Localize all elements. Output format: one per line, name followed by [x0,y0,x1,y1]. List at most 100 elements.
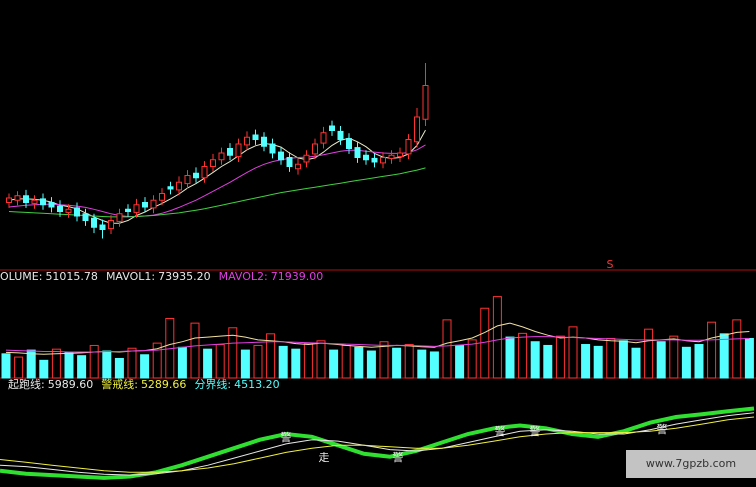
candle-body [405,139,412,155]
volume-bar [114,357,124,379]
volume-bar [530,341,540,379]
candle-body [397,152,403,158]
volume-bar [555,335,565,379]
legend-value: 4513.20 [234,378,280,391]
volume-bar [266,333,276,379]
volume-bar [618,340,628,379]
volume-bar [707,321,717,379]
candle-body [167,186,174,190]
candle-body [159,193,165,201]
candle-body [57,205,63,213]
volume-bar [14,356,24,379]
volume-bar [291,348,301,379]
candle-body [388,154,395,159]
candle-body [227,148,233,156]
legend-label: MAVOL1: [106,270,155,283]
candle-body [329,125,335,131]
volume-bar [203,348,213,379]
volume-bar [329,349,339,379]
candle-body [150,199,157,209]
volume-bar [26,349,36,379]
legend-label: OLUME: [0,270,42,283]
annotation: 警 [393,450,404,464]
volume-bar [64,351,74,379]
candle-body [286,157,293,167]
volume-bar [140,354,150,379]
volume-bar [177,346,187,379]
volume-bar [581,344,591,379]
candle-body [65,208,72,213]
legend-label: 分界线: [194,377,231,391]
volume-bar [455,344,465,379]
candle-body [354,147,361,159]
candle-body [337,130,344,140]
volume-bar [644,328,654,379]
annotation: 走 [319,451,330,464]
volume-bar [316,340,326,379]
candle-body [295,163,301,170]
candle-body [108,220,114,230]
legend-label: 起跑线: [8,377,45,391]
volume-bar [404,344,414,379]
volume-bar [492,296,502,379]
legend-value: 5289.66 [141,378,187,391]
volume-bar [593,345,603,379]
volume-bar [51,348,61,379]
annotation: 警 [657,422,668,436]
volume-bar [253,344,263,379]
volume-bar [127,347,137,379]
candle-body [193,172,199,179]
candle-body [252,134,259,140]
volume-bar [1,353,11,379]
volume-bar [505,336,515,379]
candle-body [125,208,131,212]
volume-bar [354,346,364,379]
series-line [0,406,755,480]
watermark-box [626,450,756,478]
candle-body [91,217,97,228]
volume-bar [467,339,477,379]
volume-bar [656,341,666,379]
volume-bar [77,355,87,379]
volume-bar [543,344,553,379]
legend-value: 71939.00 [271,270,324,283]
candle-body [303,154,310,163]
candle-body [269,143,276,154]
legend-value: 73935.20 [158,270,211,283]
annotation: 警 [530,424,541,438]
candle-body [320,132,327,144]
volume-bar [694,344,704,379]
candle-body [201,166,208,179]
series-line [0,416,755,473]
annotation: 警 [495,424,506,438]
volume-bar [278,345,288,379]
volume-bar [39,359,49,379]
candle-body [74,207,80,217]
volume-bar [303,343,313,379]
volume-bar [568,326,578,379]
candle-body [99,224,106,230]
candle-body [235,143,242,158]
candle-body [380,157,386,164]
legend-value: 5989.60 [48,378,94,391]
series-line [5,336,750,353]
volume-bar [518,332,528,379]
volume-bar [102,350,112,379]
annotation: 警 [281,430,292,444]
candle-body [244,136,250,146]
candle-body [14,195,21,201]
volume-bar [379,341,389,379]
volume-bar [89,344,99,379]
volume-bar [417,349,427,379]
candle-body [133,204,140,213]
signal-marker: S [607,258,614,271]
candle-body [210,159,216,167]
legend-label: MAVOL2: [219,270,268,283]
volume-bar [228,327,238,379]
candle-body [23,195,29,203]
candle-body [184,175,191,185]
candle-body [6,197,12,203]
volume-bar [392,347,402,379]
